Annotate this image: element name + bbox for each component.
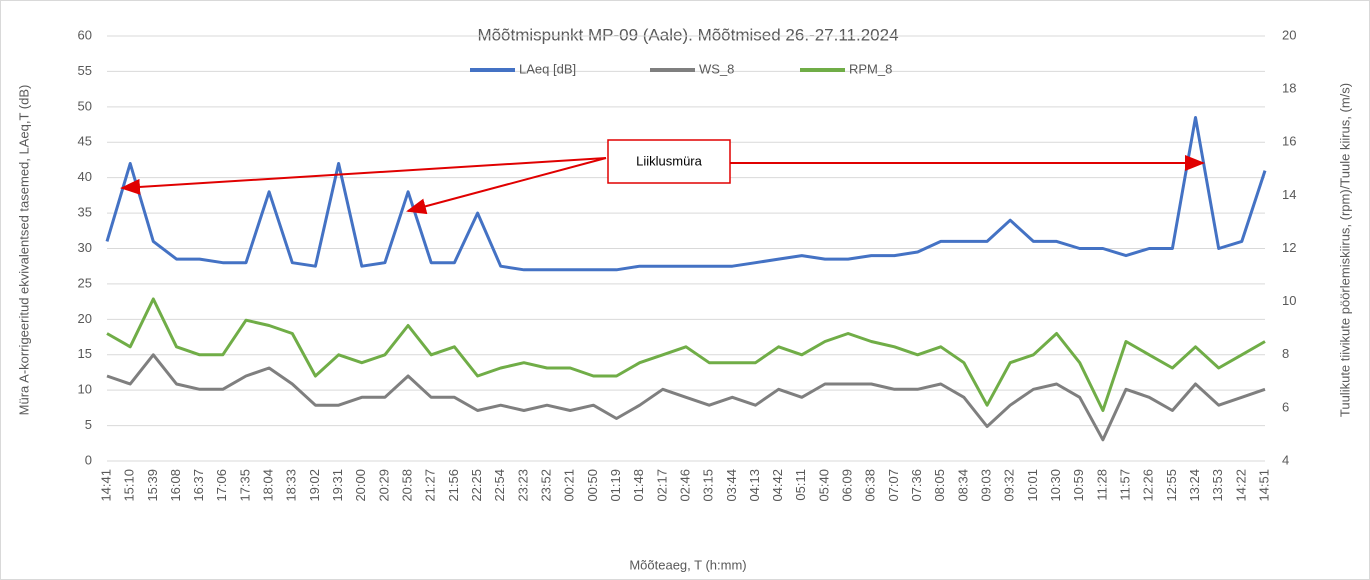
y2-tick-label: 14: [1282, 187, 1296, 202]
x-tick-label: 13:24: [1187, 469, 1202, 502]
y-tick-label: 35: [78, 205, 92, 220]
y-tick-label: 25: [78, 275, 92, 290]
annotation: Liiklusmüra: [636, 153, 703, 168]
x-tick-label: 02:17: [654, 469, 669, 502]
y2-tick-label: 4: [1282, 452, 1289, 467]
x-tick-label: 10:59: [1071, 469, 1086, 502]
x-tick-label: 05:11: [793, 469, 808, 501]
x-tick-label: 13:53: [1210, 469, 1225, 502]
y2-tick-label: 6: [1282, 399, 1289, 414]
y-tick-label: 30: [78, 240, 92, 255]
x-tick-label: 15:10: [122, 469, 137, 502]
x-tick-label: 02:46: [677, 469, 692, 502]
plot: 0 5 10 15 20 25 30 35 40 45 50 55 60 4 6 8 10 12 14 16 18 20 1…: [78, 27, 1297, 501]
series-line: [105, 116, 1267, 272]
x-tick-label: 21:56: [446, 469, 461, 502]
x-tick-label: 06:38: [863, 469, 878, 502]
y-axis-title: Müra A-korrigeeritud ekvivalentsed tasem…: [16, 85, 31, 416]
x-tick-label: 16:37: [191, 469, 206, 502]
x-tick-label: 11:57: [1117, 469, 1132, 501]
y-tick-label: 10: [78, 382, 92, 397]
x-tick-label: 03:15: [701, 469, 716, 502]
x-tick-label: 17:35: [237, 469, 252, 502]
y-tick-label: 50: [78, 98, 92, 113]
y-tick-label: 55: [78, 63, 92, 78]
x-tick-label: 22:25: [469, 469, 484, 502]
legend-label: RPM_8: [849, 61, 892, 76]
y2-tick-label: 12: [1282, 240, 1296, 255]
x-tick-label: 08:34: [955, 469, 970, 502]
x-tick-label: 09:32: [1002, 469, 1017, 502]
x-tick-label: 00:50: [585, 469, 600, 502]
y-tick-label: 0: [85, 452, 92, 467]
x-tick-label: 23:52: [538, 469, 553, 502]
x-tick-label: 14:41: [98, 469, 113, 502]
y2-axis-title: Tuulikute tiivikute pöörlemiskiirus, (rp…: [1337, 83, 1352, 417]
x-tick-label: 15:39: [145, 469, 160, 502]
chart-title: Mõõtmispunkt MP-09 (Aale). Mõõtmised 26.…: [477, 25, 898, 44]
x-tick-label: 10:30: [1048, 469, 1063, 502]
y-tick-label: 45: [78, 134, 92, 149]
x-tick-label: 17:06: [214, 469, 229, 502]
x-tick-label: 04:42: [770, 469, 785, 502]
y2-tick-label: 20: [1282, 27, 1296, 42]
x-tick-label: 07:36: [909, 469, 924, 502]
x-tick-label: 07:07: [886, 469, 901, 502]
x-tick-label: 01:48: [631, 469, 646, 502]
annotation-box: [607, 139, 731, 184]
x-tick-label: 20:58: [400, 469, 415, 502]
legend-label: WS_8: [699, 61, 734, 76]
x-tick-label: 08:05: [932, 469, 947, 502]
x-tick-label: 18:04: [261, 469, 276, 502]
x-tick-label: 12:55: [1164, 469, 1179, 502]
x-tick-label: 14:22: [1233, 469, 1248, 502]
x-tick-label: 03:44: [724, 469, 739, 502]
y2-tick-label: 10: [1282, 293, 1296, 308]
x-tick-label: 18:33: [284, 469, 299, 502]
x-tick-label: 23:23: [515, 469, 530, 502]
series-line: [106, 353, 1266, 442]
y-tick-label: 40: [78, 169, 92, 184]
x-axis-title: Mõõteaeg, T (h:mm): [629, 557, 746, 572]
x-tick-label: 11:28: [1094, 469, 1109, 501]
x-tick-label: 04:13: [747, 469, 762, 502]
series-line: [106, 297, 1266, 412]
x-tick-label: 10:01: [1025, 469, 1040, 502]
y2-tick-label: 8: [1282, 346, 1289, 361]
x-tick-label: 01:19: [608, 469, 623, 502]
x-tick-label: 19:02: [307, 469, 322, 502]
y-tick-label: 5: [85, 417, 92, 432]
x-tick-label: 20:29: [376, 469, 391, 502]
y2-tick-label: 16: [1282, 134, 1296, 149]
x-tick-label: 14:51: [1256, 469, 1271, 502]
y2-tick-label: 18: [1282, 81, 1296, 96]
x-tick-label: 21:27: [423, 469, 438, 502]
x-tick-label: 19:31: [330, 469, 345, 502]
y-tick-label: 60: [78, 27, 92, 42]
x-tick-label: 20:00: [353, 469, 368, 502]
x-tick-label: 00:21: [562, 469, 577, 502]
x-tick-label: 05:40: [816, 469, 831, 502]
x-tick-label: 06:09: [840, 469, 855, 502]
x-tick-label: 22:54: [492, 469, 507, 502]
arrow: [120, 157, 607, 195]
arrow: [406, 157, 607, 215]
y-tick-label: 20: [78, 311, 92, 326]
x-tick-label: 12:26: [1141, 469, 1156, 502]
y-tick-label: 15: [78, 346, 92, 361]
x-tick-label: 09:03: [979, 469, 994, 502]
legend-label: LAeq [dB]: [519, 61, 576, 76]
x-tick-label: 16:08: [168, 469, 183, 502]
